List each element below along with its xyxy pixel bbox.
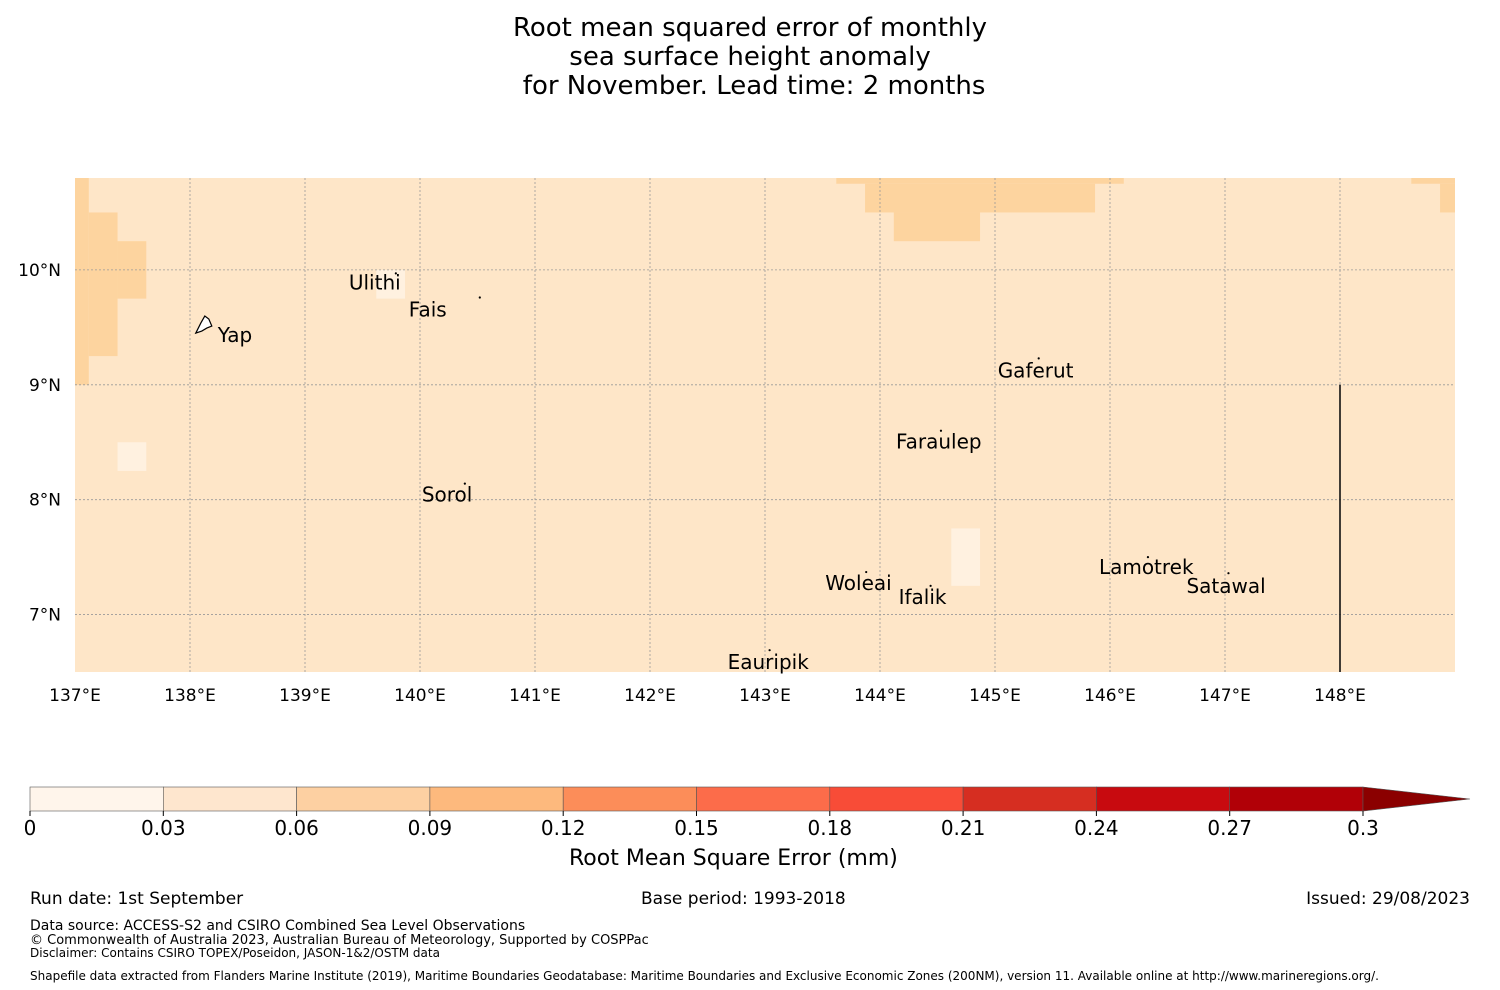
colorbar-tick-label: 0.24 xyxy=(1074,816,1119,840)
island-label: Sorol xyxy=(422,483,473,507)
colorbar-tick-label: 0.18 xyxy=(808,816,853,840)
lon-tick-label: 138°E xyxy=(164,686,216,706)
lat-tick-label: 8°N xyxy=(29,491,61,511)
colorbar-segment xyxy=(29,786,164,812)
lon-tick-label: 145°E xyxy=(969,686,1021,706)
lon-tick-label: 147°E xyxy=(1199,686,1251,706)
lat-tick-label: 9°N xyxy=(29,376,61,396)
colorbar-tick-label: 0.3 xyxy=(1347,816,1379,840)
rmse-cell xyxy=(893,212,981,242)
atoll-marker xyxy=(463,482,466,485)
atoll-marker xyxy=(768,649,771,652)
title-line-1: Root mean squared error of monthly xyxy=(512,13,988,43)
colorbar-tick-label: 0.15 xyxy=(674,816,719,840)
atoll-marker xyxy=(478,296,481,299)
colorbar-segment xyxy=(296,786,431,812)
atoll-marker xyxy=(394,272,397,275)
rmse-cell xyxy=(865,183,1096,213)
base-period: Base period: 1993-2018 xyxy=(641,889,846,909)
rmse-cell xyxy=(1440,183,1455,213)
yap-island-shape xyxy=(194,315,213,335)
colorbar-tick-label: 0 xyxy=(24,816,37,840)
colorbar-segment xyxy=(1096,786,1231,812)
colorbar-segment xyxy=(163,786,297,812)
atoll-marker xyxy=(1146,556,1150,559)
island-label: Eauripik xyxy=(728,650,810,674)
lon-tick-label: 137°E xyxy=(49,686,101,706)
lon-tick-label: 141°E xyxy=(509,686,561,706)
disclaimer: Disclaimer: Contains CSIRO TOPEX/Poseido… xyxy=(30,946,440,960)
rmse-cell xyxy=(836,178,1124,184)
rmse-cell xyxy=(88,212,118,357)
map-area: 137°E 138°E 139°E 140°E 141°E 142°E 143°E 144°E… xyxy=(18,178,1455,706)
lon-tick-label: 139°E xyxy=(279,686,331,706)
colorbar-segment xyxy=(429,786,564,812)
atoll-marker xyxy=(1227,572,1230,575)
island-label: Ulithi xyxy=(349,270,401,294)
colorbar-segment xyxy=(829,786,964,812)
lon-tick-label: 143°E xyxy=(739,686,791,706)
rmse-cell xyxy=(376,269,406,299)
lon-tick-label: 146°E xyxy=(1084,686,1136,706)
copyright: © Commonwealth of Australia 2023, Austra… xyxy=(30,933,649,948)
colorbar-tick-label: 0.09 xyxy=(408,816,453,840)
rmse-cell xyxy=(951,528,981,586)
atoll-marker xyxy=(1037,357,1040,360)
rmse-cell xyxy=(117,442,147,471)
chart-title: Root mean squared error of monthly sea s… xyxy=(0,14,1500,101)
island-label: Ifalik xyxy=(899,585,947,609)
data-source: Data source: ACCESS-S2 and CSIRO Combine… xyxy=(30,918,526,934)
rmse-cell xyxy=(1411,178,1455,184)
colorbar-tick-label: 0.27 xyxy=(1207,816,1252,840)
island-label: Fais xyxy=(409,297,447,321)
island-label: Lamotrek xyxy=(1099,555,1194,579)
atoll-marker xyxy=(929,584,932,587)
lat-tick-label: 10°N xyxy=(18,261,61,281)
island-label: Woleai xyxy=(825,571,892,595)
colorbar-segment xyxy=(696,786,831,812)
island-label: Gaferut xyxy=(998,358,1074,382)
rmse-cell xyxy=(75,178,89,385)
colorbar-tick-label: 0.06 xyxy=(274,816,319,840)
map-background xyxy=(75,178,1455,672)
island-label: Satawal xyxy=(1186,574,1265,598)
lon-tick-label: 140°E xyxy=(394,686,446,706)
issued-date: Issued: 29/08/2023 xyxy=(1306,889,1470,909)
shapefile-credit: Shapefile data extracted from Flanders M… xyxy=(30,969,1379,983)
atoll-marker xyxy=(865,570,868,574)
lon-tick-label: 148°E xyxy=(1314,686,1366,706)
lat-tick-label: 7°N xyxy=(29,606,61,626)
island-label: Faraulep xyxy=(896,430,982,454)
title-line-2: sea surface height anomaly xyxy=(569,42,931,72)
lon-tick-label: 142°E xyxy=(624,686,676,706)
title-line-3: for November. Lead time: 2 months xyxy=(514,71,986,101)
colorbar-segment xyxy=(962,786,1097,812)
lon-tick-label: 144°E xyxy=(854,686,906,706)
colorbar-extend-arrow xyxy=(1362,786,1471,812)
colorbar-tick-label: 0.21 xyxy=(941,816,986,840)
colorbar-tick-label: 0.03 xyxy=(141,816,186,840)
run-date: Run date: 1st September xyxy=(30,889,244,909)
colorbar-segment xyxy=(1229,786,1364,812)
colorbar-label: Root Mean Square Error (mm) xyxy=(569,846,898,871)
atoll-marker xyxy=(939,429,943,432)
island-label: Yap xyxy=(217,323,252,347)
colorbar-tick-label: 0.12 xyxy=(541,816,586,840)
colorbar: 0 0.03 0.06 0.09 0.12 0.15 0.18 0.21 0.24 0.27 0.3 xyxy=(24,786,1471,840)
colorbar-segment xyxy=(562,786,697,812)
